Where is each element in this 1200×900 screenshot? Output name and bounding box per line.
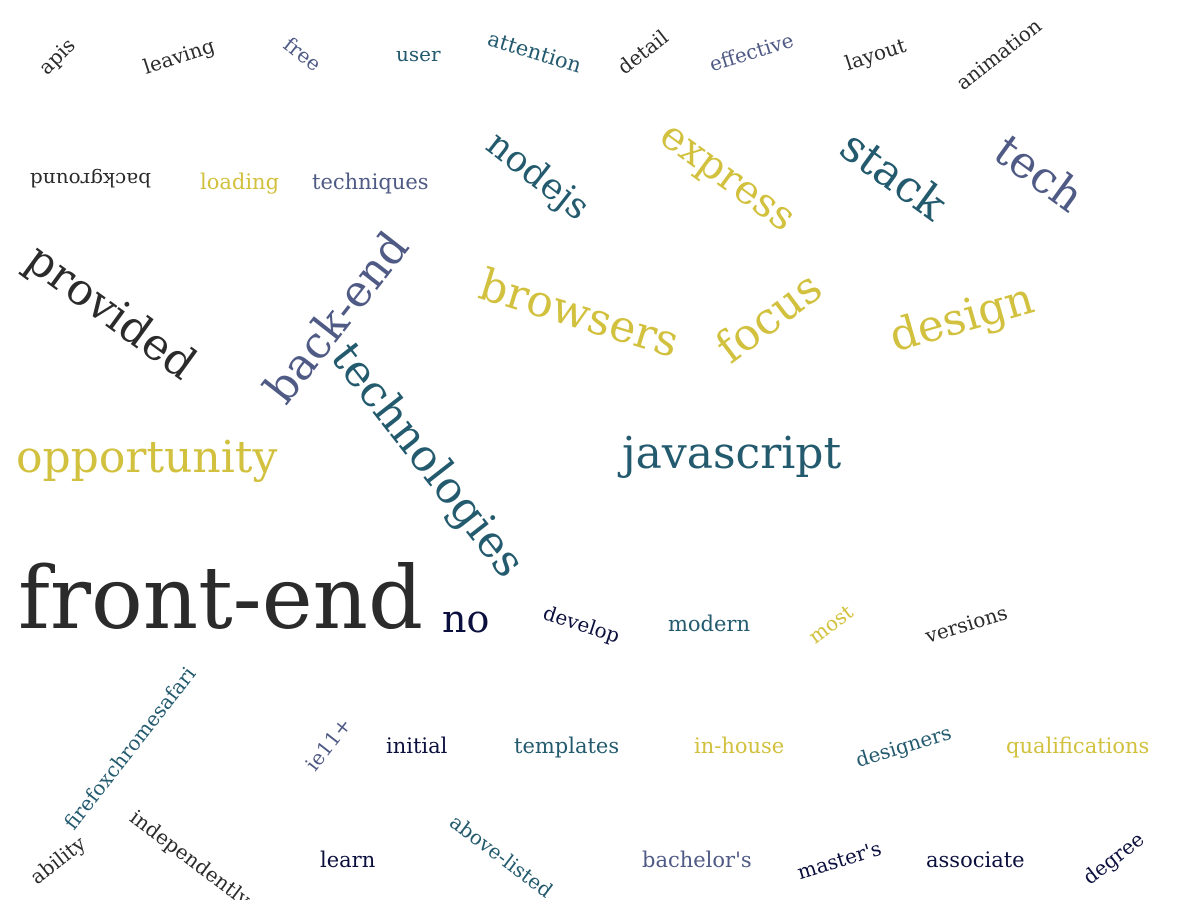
word-effective: effective: [706, 27, 797, 77]
word-modern: modern: [668, 612, 750, 636]
word-nodejs: nodejs: [478, 122, 598, 229]
word-above-listed: above-listed: [445, 809, 558, 900]
word-loading: loading: [200, 170, 280, 194]
word-stack: stack: [830, 120, 956, 231]
word-background: background: [30, 168, 152, 192]
word-initial: initial: [386, 734, 448, 758]
word-most: most: [803, 599, 858, 649]
word-browsers: browsers: [473, 259, 685, 368]
word-detail: detail: [612, 24, 673, 80]
word-leaving: leaving: [140, 33, 218, 79]
word-focus: focus: [706, 261, 832, 374]
word-bachelors: bachelor's: [642, 848, 752, 872]
word-no: no: [442, 597, 490, 641]
word-javascript: javascript: [622, 428, 842, 479]
word-express: express: [651, 111, 805, 241]
word-versions: versions: [922, 600, 1011, 648]
word-opportunity: opportunity: [16, 432, 278, 483]
word-user: user: [396, 42, 441, 66]
word-design: design: [883, 272, 1040, 363]
word-technologies: technologies: [320, 332, 536, 587]
word-independently: independently: [125, 804, 256, 900]
word-designers: designers: [852, 720, 955, 772]
word-techniques: techniques: [312, 170, 429, 194]
word-learn: learn: [320, 848, 376, 872]
word-ability: ability: [25, 831, 90, 889]
word-associate: associate: [926, 848, 1025, 872]
word-provided: provided: [16, 233, 206, 391]
word-animation: animation: [951, 13, 1047, 95]
word-tech: tech: [984, 124, 1093, 223]
word-degree: degree: [1078, 826, 1149, 890]
word-templates: templates: [514, 734, 620, 758]
word-front-end: front-end: [18, 549, 424, 649]
word-layout: layout: [841, 32, 909, 76]
word-firefoxchromesafari: firefoxchromesafari: [58, 662, 201, 834]
word-in-house: in-house: [694, 734, 785, 758]
word-free: free: [278, 32, 326, 76]
word-qualifications: qualifications: [1006, 734, 1150, 758]
word-masters: master's: [794, 835, 884, 885]
word-develop: develop: [540, 600, 623, 648]
word-ie11: ie11+: [300, 712, 357, 776]
word-apis: apis: [33, 32, 80, 80]
word-attention: attention: [484, 26, 585, 78]
